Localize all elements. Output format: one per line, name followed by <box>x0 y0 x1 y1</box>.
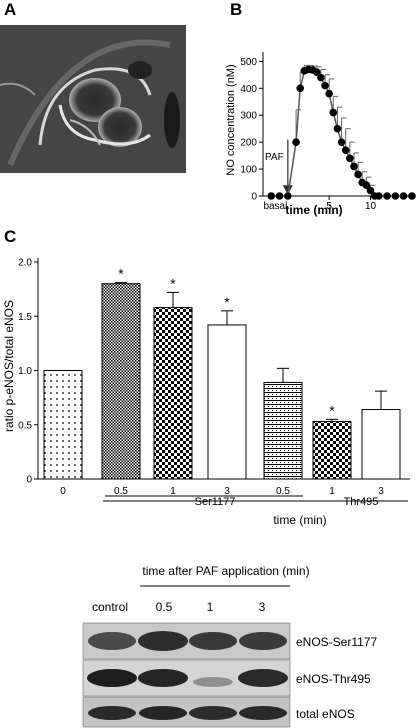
chart-b-point <box>317 73 325 82</box>
blot-lane-3: 3 <box>259 600 266 614</box>
chart-b-annotation-paf: PAF <box>265 152 284 163</box>
chart-b-xlabel: time (min) <box>285 203 342 217</box>
blot-lane-0-5: 0.5 <box>156 600 173 614</box>
chart-b-point <box>341 146 350 155</box>
chart-b-point <box>370 192 379 200</box>
chart-c-xtick-label: 1 <box>329 486 335 497</box>
chart-b-point <box>304 65 313 74</box>
chart-b-point <box>346 154 354 163</box>
chart-c-bar <box>361 409 401 480</box>
chart-b-point <box>350 162 358 171</box>
chart-b-point <box>358 178 367 187</box>
chart-c-ytick-label: 1.0 <box>18 366 32 377</box>
chart-b-point <box>321 81 329 90</box>
chart-b-point <box>300 67 309 75</box>
chart-b-ytick-label: 100 <box>240 165 257 176</box>
chart-c-bar <box>153 307 193 480</box>
panel-a-label: A <box>4 0 17 19</box>
chart-c-xtick-label: 0.5 <box>114 486 128 497</box>
chart-b-point <box>362 181 371 190</box>
chart-b-xtick-label: 5 <box>326 201 332 212</box>
blot-row-total <box>82 696 291 728</box>
chart-c-significance: * <box>329 402 335 418</box>
chart-c-ytick-label: 1.5 <box>18 312 32 323</box>
blot-label-ser1177: eNOS-Ser1177 <box>296 635 377 649</box>
chart-c-xtick-label: 3 <box>378 486 384 497</box>
chart-c-significance: * <box>170 275 176 291</box>
chart-b-xtick-label: basal <box>263 201 287 212</box>
paf-arrow-head <box>282 185 293 195</box>
chart-b-point <box>325 89 333 98</box>
chart-c-xtick-label: 0 <box>60 486 66 497</box>
chart-c-xtick-label: 3 <box>224 486 230 497</box>
chart-b-point <box>284 192 292 200</box>
chart-c-significance: * <box>118 266 124 282</box>
chart-b-xtick-label: 10 <box>365 201 377 212</box>
chart-c-bar <box>101 283 141 480</box>
chart-b-ytick-label: 0 <box>251 192 257 203</box>
chart-b-point <box>408 192 416 200</box>
chart-c-significance: * <box>224 294 230 310</box>
blot-row-thr495 <box>82 659 291 697</box>
chart-c-ytick-label: 2.0 <box>18 258 32 269</box>
chart-b-point <box>354 170 362 179</box>
panel-b-label: B <box>230 0 243 19</box>
panel-c-label: C <box>4 227 17 246</box>
blot-label-total: total eNOS <box>296 707 355 721</box>
chart-b-ytick-label: 300 <box>240 111 257 122</box>
chart-b-point <box>308 66 317 74</box>
chart-b-point <box>296 84 305 93</box>
blot-lane-1: 1 <box>207 600 214 614</box>
blot-lane-control: control <box>92 600 128 614</box>
chart-c-ylabel: ratio p-eNOS/total eNOS <box>2 300 16 432</box>
chart-b-point <box>374 192 383 200</box>
blot-row-ser1177 <box>82 622 291 660</box>
chart-b-point <box>267 192 276 200</box>
chart-b-point <box>383 192 391 200</box>
chart-b-point <box>329 108 338 117</box>
chart-b-series-line <box>271 68 412 197</box>
chart-c-xlabel: time (min) <box>273 513 326 527</box>
chart-c-bar <box>312 420 352 480</box>
chart-b-point <box>337 138 346 146</box>
chart-b-point <box>391 192 400 200</box>
chart-b-point <box>292 138 300 146</box>
chart-c-ytick-label: 0 <box>26 475 32 486</box>
chart-b-ytick-label: 200 <box>240 138 257 149</box>
chart-b-point <box>399 192 408 200</box>
blot-header: time after PAF application (min) <box>142 564 309 578</box>
chart-c-group-thr495: Thr495 <box>344 496 379 508</box>
chart-c-bar <box>263 381 303 480</box>
chart-c-bar <box>207 324 247 480</box>
chart-b-ylabel: NO concentration (nM) <box>225 64 237 175</box>
chart-c-bar <box>43 370 83 480</box>
blot-label-thr495: eNOS-Thr495 <box>296 672 371 686</box>
chart-b-point <box>333 124 342 133</box>
micrograph-image <box>0 25 186 173</box>
chart-c-ytick-label: 0.5 <box>18 420 32 431</box>
chart-b-ytick-label: 500 <box>240 57 257 68</box>
chart-c-group-ser1177: Ser1177 <box>195 496 236 508</box>
chart-b-point <box>275 192 284 200</box>
chart-b-point <box>366 186 375 195</box>
chart-b-point <box>312 68 321 76</box>
chart-b-ytick-label: 400 <box>240 84 257 95</box>
chart-c-xtick-label: 1 <box>170 486 176 497</box>
chart-c-xtick-label: 0.5 <box>276 486 290 497</box>
